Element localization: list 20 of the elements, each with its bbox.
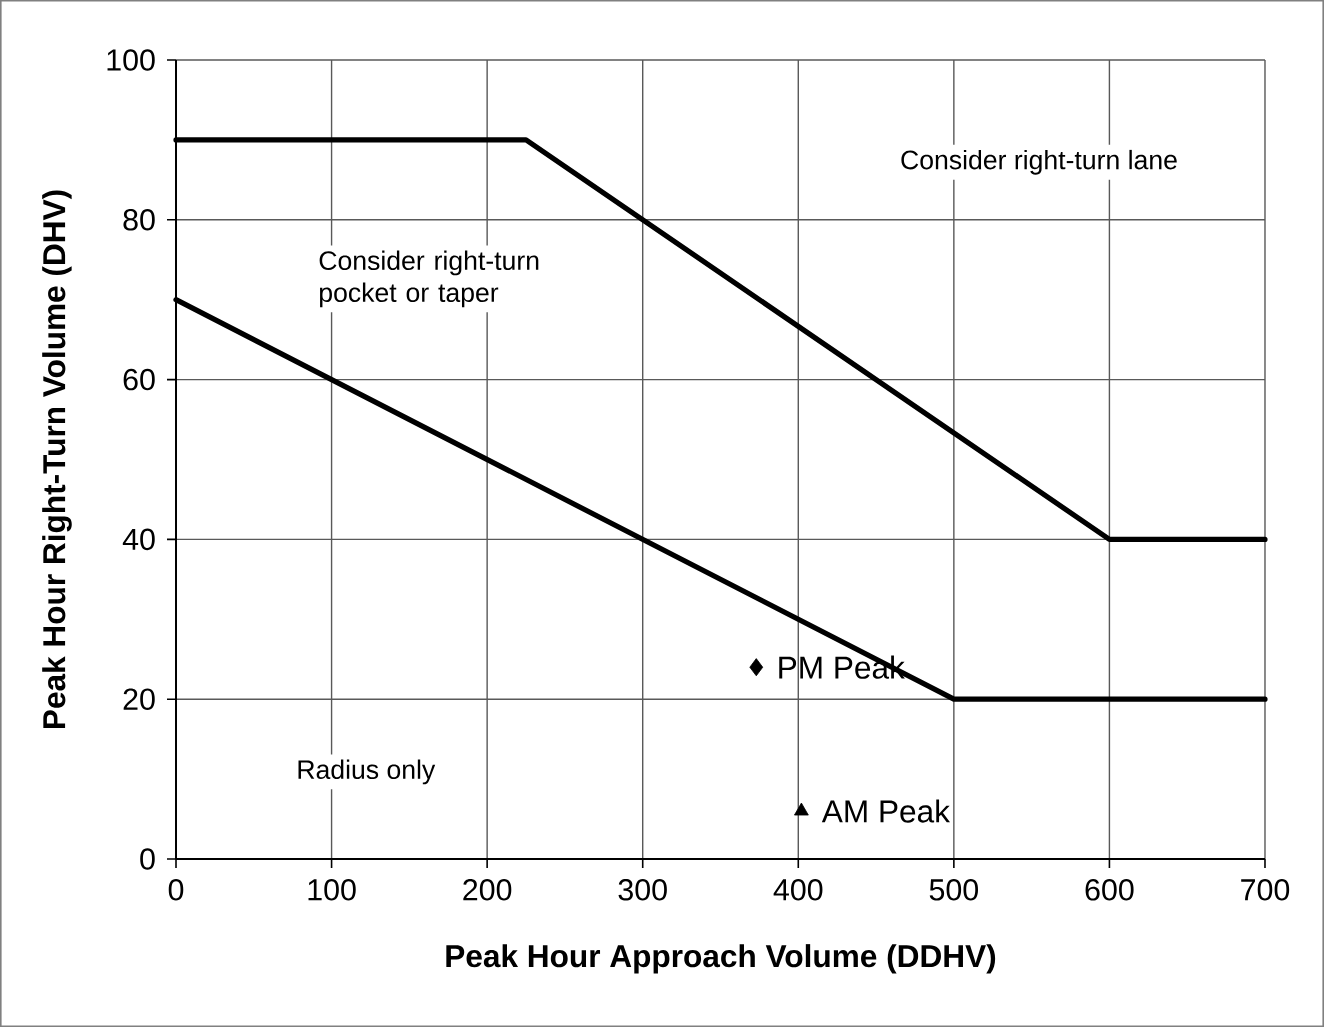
y-tick-label: 40 bbox=[122, 528, 155, 551]
x-tick-label: 100 bbox=[308, 879, 356, 901]
annotation: Radius only bbox=[298, 759, 436, 785]
x-axis-title: Peak Hour Approach Volume (DDHV) bbox=[446, 944, 996, 974]
y-tick-label: 0 bbox=[140, 848, 155, 870]
x-tick-label: 300 bbox=[618, 879, 667, 901]
y-tick-label: 100 bbox=[107, 49, 155, 71]
x-tick-label: 400 bbox=[773, 879, 823, 901]
x-tick-label: 500 bbox=[929, 879, 979, 901]
x-tick-label: 600 bbox=[1085, 879, 1134, 901]
y-tick-label: 20 bbox=[123, 688, 155, 710]
annotation: Consider right-turn pocket or taper bbox=[319, 250, 539, 308]
x-tick-label: 700 bbox=[1241, 879, 1290, 901]
y-tick-label: 80 bbox=[123, 209, 155, 231]
x-tick-label: 200 bbox=[463, 879, 512, 901]
annotation: Consider right-turn lane bbox=[901, 149, 1177, 175]
y-axis-title: Peak Hour Right-Turn Volume (DHV) bbox=[42, 190, 72, 729]
y-tick-label: 60 bbox=[123, 368, 155, 391]
series-label: AM Peak bbox=[821, 799, 950, 823]
x-tick-label: 0 bbox=[168, 879, 184, 901]
